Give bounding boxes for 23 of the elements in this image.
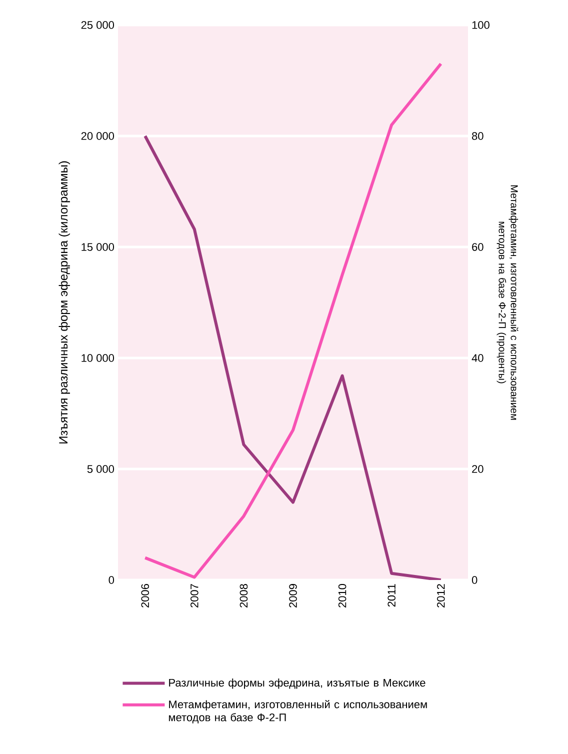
x-tick-label: 2006 [141,584,150,608]
legend-label: Метамфетамин, изготовленный с использованием методов на базе Ф-2-П [168,700,427,724]
y2-tick-label: 0 [472,576,478,584]
y-tick-label: 10 000 [82,354,114,362]
y-tick-label: 20 000 [81,132,114,140]
y2-tick-label: 40 [472,354,484,362]
y2-tick-label: 100 [472,21,490,29]
y-axis-title: Изъятия различных форм эфедрина (килограммы) [58,161,70,444]
y2-tick-label: 20 [472,465,484,473]
y-tick-label: 0 [108,576,114,584]
legend-label: Различные формы эфедрина, изъятые в Мексике [169,678,426,689]
y2-tick-label: 80 [472,132,484,140]
x-tick-label: 2012 [437,584,445,608]
x-tick-label: 2009 [289,584,297,608]
x-tick-label: 2008 [240,584,248,608]
y2-tick-label: 60 [472,243,484,251]
y-tick-label: 25 000 [81,21,114,29]
y2-axis-title: Метамфетамин, изготовленный с использованием методов на базе Ф-2-П (проценты) [496,185,518,420]
x-tick-label: 2007 [190,584,198,608]
x-tick-label: 2011 [388,584,396,607]
x-tick-label: 2010 [338,584,346,608]
y-tick-label: 5 000 [87,465,114,473]
y-tick-label: 15 000 [82,243,114,251]
